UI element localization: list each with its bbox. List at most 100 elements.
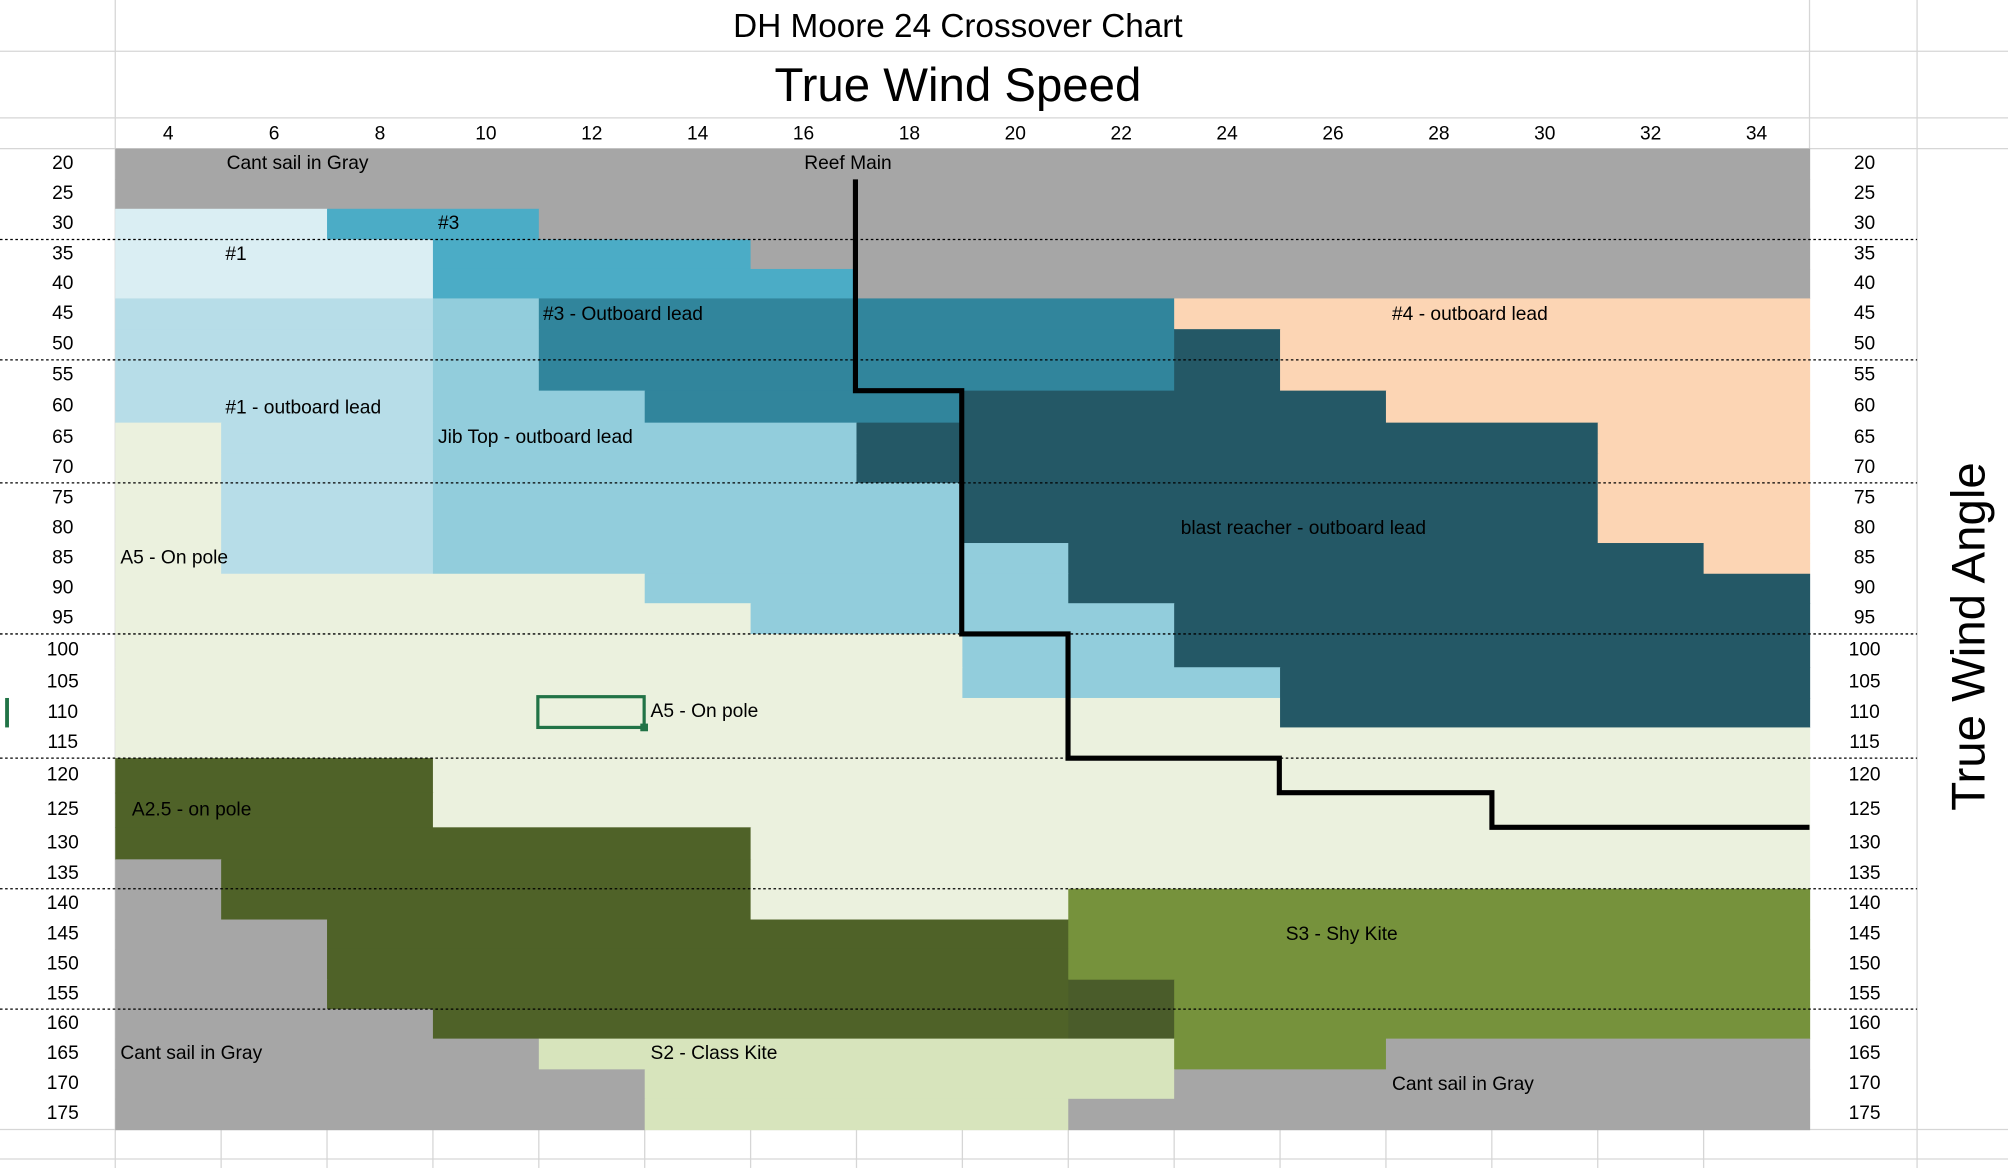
wind-angle-label: 70 [1854,457,1875,478]
sail-region-cell [432,298,540,330]
wind-angle-label: 155 [1849,984,1881,1005]
sail-region-cell [644,1098,1069,1131]
sail-region-cell [962,390,1387,424]
sail-region-cell [1068,1098,1811,1131]
wind-angle-label: 70 [52,457,73,478]
wind-angle-label: 160 [1849,1013,1881,1034]
region-label: #1 - outboard lead [225,398,381,419]
wind-speed-label: 34 [1746,124,1768,145]
wind-angle-label: 30 [52,213,73,234]
sail-region-cell [750,239,1811,270]
sail-region-cell [1174,329,1281,361]
sail-region-cell [115,758,434,794]
wind-speed-label: 22 [1111,124,1132,145]
sail-region-cell [221,859,752,890]
wind-angle-label: 25 [1854,183,1875,204]
wind-angle-label: 40 [1854,273,1875,294]
sail-region-cell [1280,329,1811,361]
sail-region-cell [1597,513,1811,544]
sail-region-cell [432,390,646,424]
wind-angle-label: 45 [1854,303,1875,324]
wind-angle-label: 135 [47,863,79,884]
wind-angle-label: 55 [52,364,73,385]
wind-angle-label: 175 [47,1103,79,1124]
wind-angle-label: 115 [47,732,78,753]
sail-region-cell [432,482,964,515]
wind-speed-label: 30 [1534,124,1555,145]
wind-angle-label: 160 [47,1013,79,1034]
sail-region-cell [432,239,752,270]
sail-region-cell [1597,422,1811,455]
wind-angle-label: 20 [52,153,73,174]
wind-angle-label: 135 [1849,863,1881,884]
sail-region-cell [115,1038,540,1070]
sail-region-cell [432,268,858,300]
region-label: blast reacher - outboard lead [1181,518,1426,539]
sail-region-cell [115,1009,434,1040]
fill-handle[interactable] [640,723,648,732]
region-label: #1 [225,244,246,265]
wind-angle-label: 130 [47,832,79,853]
wind-angle-label: 35 [1854,243,1875,264]
wind-angle-label: 50 [1854,334,1875,355]
region-label: Cant sail in Gray [120,1043,262,1064]
sail-region-cell [432,329,540,361]
sail-region-cell [1174,979,1811,1010]
region-label: S3 - Shy Kite [1286,924,1398,945]
sail-region-cell [856,422,1599,455]
chart-title: DH Moore 24 Crossover Chart [733,8,1182,45]
sail-region-cell [221,513,434,544]
wind-angle-label: 120 [47,765,79,786]
sail-region-cell [856,453,1599,484]
wind-angle-label: 30 [1854,213,1875,234]
wind-angle-label: 130 [1849,832,1881,853]
crossover-cells [115,148,1811,1131]
wind-angle-label: 100 [1849,640,1881,661]
sail-region-cell [1174,603,1811,635]
sail-region-cell [221,453,434,484]
sail-region-cell [115,859,222,890]
wind-angle-label: 150 [47,953,79,974]
sail-region-cell [750,859,1811,890]
sail-region-cell [221,422,434,455]
wind-angle-label: 105 [47,672,79,693]
x-axis-title: True Wind Speed [774,59,1141,112]
sail-region-cell [115,573,646,604]
wind-angle-label: 145 [47,923,79,944]
sail-region-cell [327,919,1069,950]
sail-region-cell [1068,573,1811,604]
sail-region-cell [221,543,434,575]
selected-cell[interactable] [536,695,646,730]
sail-region-cell [1068,1009,1175,1040]
wind-speed-label: 16 [793,124,814,145]
sail-region-cell [1174,298,1811,330]
sail-region-cell [856,268,1811,300]
sail-region-cell [115,979,328,1010]
wind-angle-label: 165 [47,1043,79,1064]
wind-angle-label: 75 [1854,487,1875,508]
region-label: S2 - Class Kite [651,1043,778,1064]
wind-angle-label: 140 [1849,893,1881,914]
region-label: Cant sail in Gray [227,153,369,174]
sail-region-cell [538,208,1811,241]
wind-speed-label: 10 [475,124,496,145]
region-label: Reef Main [804,153,891,174]
wind-speed-label: 6 [269,124,280,145]
wind-angle-label: 90 [52,578,73,599]
sail-region-cell [327,208,540,241]
wind-speed-label: 14 [687,124,709,145]
wind-angle-label: 145 [1849,923,1881,944]
sail-region-cell [644,1069,1175,1100]
sail-region-cell [962,667,1281,699]
region-label: A5 - On pole [120,547,228,568]
wind-speed-label: 20 [1005,124,1026,145]
sail-region-cell [115,948,328,981]
region-label: A5 - On pole [651,701,759,722]
wind-angle-label: 140 [47,893,79,914]
sail-region-cell [1068,919,1811,950]
sail-region-cell [115,208,328,241]
wind-speed-label: 12 [581,124,602,145]
wind-angle-label: 110 [47,702,78,723]
sail-region-cell [115,148,1811,180]
